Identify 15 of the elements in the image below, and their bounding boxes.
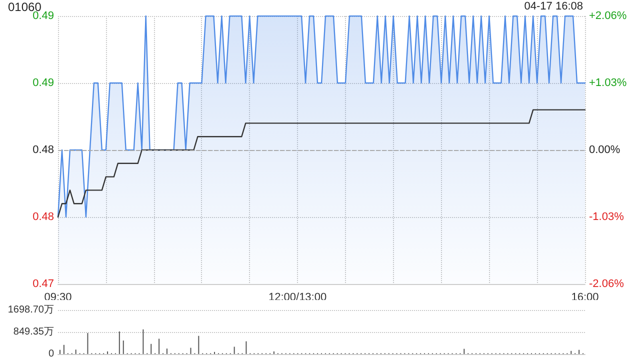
y-tick-label: 1698.70万 bbox=[8, 304, 54, 316]
line-series bbox=[57, 109, 586, 218]
y-tick-label: 0 bbox=[48, 348, 54, 360]
y2-tick-label: -1.03% bbox=[589, 211, 624, 223]
y-tick-label: 0.49 bbox=[32, 77, 54, 89]
y-tick-label: 0.47 bbox=[32, 278, 54, 290]
y-tick-label: 849.35万 bbox=[13, 326, 54, 338]
y-tick-label: 0.48 bbox=[32, 211, 54, 223]
y-tick-label: 0.49 bbox=[32, 10, 54, 22]
y2-tick-label: -2.06% bbox=[589, 278, 624, 290]
text: 04-17 16:08 bbox=[524, 0, 583, 12]
y2-tick-label: +2.06% bbox=[589, 10, 627, 22]
y2-tick-label: +1.03% bbox=[589, 77, 627, 89]
y-tick-label: 0.48 bbox=[32, 144, 54, 156]
y2-tick-label: 0.00% bbox=[589, 144, 620, 156]
